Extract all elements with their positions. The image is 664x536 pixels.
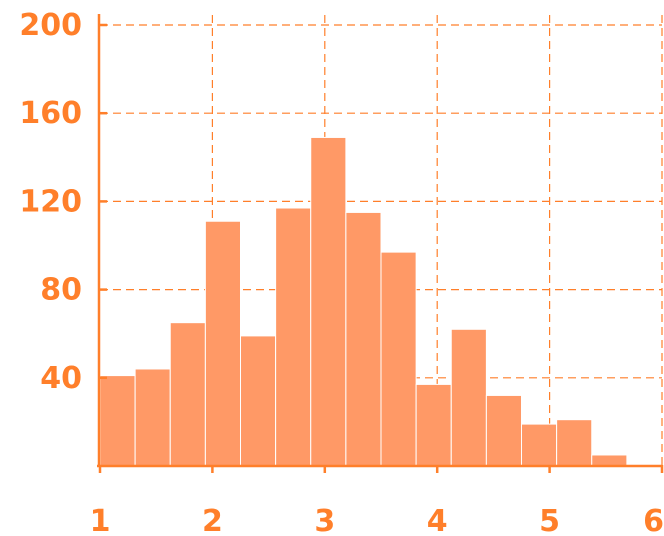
axes bbox=[97, 14, 662, 468]
tick-labels: 40 80 120 160 200 1 2 3 4 5 6 bbox=[19, 8, 664, 536]
histogram-bar-1 bbox=[99, 375, 136, 467]
x-tick-label-2: 2 bbox=[202, 504, 223, 536]
y-tick-label-120: 120 bbox=[19, 184, 82, 219]
histogram-bar-11 bbox=[450, 328, 487, 467]
y-tick-label-40: 40 bbox=[40, 361, 82, 396]
x-tick-label-6: 6 bbox=[643, 504, 664, 536]
x-tick-label-4: 4 bbox=[427, 504, 448, 536]
histogram-bar-8 bbox=[345, 211, 382, 467]
histogram-bar-15 bbox=[591, 454, 628, 467]
y-tick-label-80: 80 bbox=[40, 273, 82, 308]
x-tick-label-3: 3 bbox=[314, 504, 335, 536]
histogram-bar-14 bbox=[556, 419, 593, 467]
x-tick-label-5: 5 bbox=[539, 504, 560, 536]
x-tick-label-1: 1 bbox=[90, 504, 111, 536]
histogram-bar-6 bbox=[275, 207, 312, 467]
histogram-bar-12 bbox=[485, 394, 522, 467]
bars bbox=[99, 136, 628, 467]
histogram-bar-3 bbox=[169, 322, 206, 467]
histogram-bar-2 bbox=[134, 368, 171, 467]
histogram-bar-10 bbox=[415, 383, 452, 467]
histogram-bar-7 bbox=[310, 136, 347, 467]
histogram-bar-13 bbox=[521, 423, 558, 467]
histogram-bar-9 bbox=[380, 251, 417, 467]
y-tick-label-160: 160 bbox=[19, 96, 82, 131]
histogram-bar-5 bbox=[240, 335, 277, 467]
histogram-bar-4 bbox=[204, 220, 241, 467]
y-tick-label-200: 200 bbox=[19, 8, 82, 43]
axis-ticks bbox=[98, 23, 664, 473]
